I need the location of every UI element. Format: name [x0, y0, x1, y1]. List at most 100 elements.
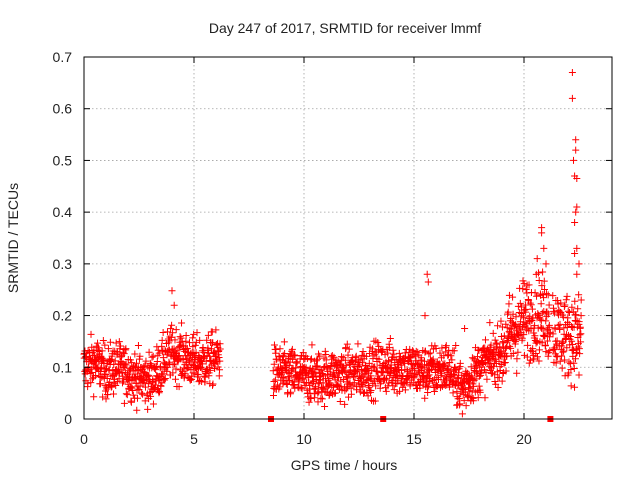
data-point: [501, 359, 509, 367]
data-point: [520, 331, 528, 339]
data-point: [285, 361, 293, 369]
data-point: [411, 352, 419, 360]
data-point: [534, 353, 542, 361]
data-point: [567, 332, 575, 340]
x-tick-label: 20: [516, 431, 532, 447]
data-point: [182, 332, 190, 340]
data-point: [270, 360, 278, 368]
data-point: [535, 276, 543, 284]
data-point: [535, 357, 543, 365]
data-point: [460, 397, 468, 405]
data-point: [475, 372, 483, 380]
data-point: [557, 352, 565, 360]
data-point: [396, 387, 404, 395]
data-point: [468, 372, 476, 380]
data-point: [196, 336, 204, 344]
data-point: [561, 301, 569, 309]
data-point: [177, 334, 185, 342]
data-point: [120, 350, 128, 358]
data-point: [545, 321, 553, 329]
data-point: [334, 382, 342, 390]
outlier-point: [421, 312, 429, 320]
data-point: [481, 336, 489, 344]
data-point: [486, 319, 494, 327]
data-point: [491, 355, 499, 363]
data-point: [129, 391, 137, 399]
data-point: [289, 355, 297, 363]
data-point: [186, 339, 194, 347]
data-point: [364, 392, 372, 400]
data-point: [152, 366, 160, 374]
data-point: [291, 384, 299, 392]
data-point: [303, 370, 311, 378]
data-point: [456, 359, 464, 367]
data-point: [120, 399, 128, 407]
data-point: [137, 389, 145, 397]
outlier-point: [575, 260, 583, 268]
data-point: [112, 339, 120, 347]
y-tick-label: 0.5: [53, 152, 73, 168]
data-point: [161, 376, 169, 384]
outlier-point: [571, 218, 579, 226]
data-point: [476, 388, 484, 396]
data-point: [532, 349, 540, 357]
data-point: [512, 313, 520, 321]
data-point: [438, 369, 446, 377]
data-point: [462, 402, 470, 410]
data-point: [438, 344, 446, 352]
data-point: [149, 352, 157, 360]
data-point: [163, 367, 171, 375]
data-point: [576, 323, 584, 331]
data-point: [576, 350, 584, 358]
data-point: [307, 356, 315, 364]
data-point: [563, 292, 571, 300]
data-point: [352, 352, 360, 360]
data-point: [153, 358, 161, 366]
data-point: [133, 394, 141, 402]
data-point: [481, 394, 489, 402]
data-point: [288, 345, 296, 353]
data-point: [407, 369, 415, 377]
data-point: [177, 341, 185, 349]
data-point: [577, 338, 585, 346]
data-point: [546, 347, 554, 355]
data-point: [564, 307, 572, 315]
data-point: [193, 329, 201, 337]
data-point: [127, 398, 135, 406]
data-point: [204, 331, 212, 339]
data-point: [159, 354, 167, 362]
data-point: [516, 299, 524, 307]
data-point: [88, 369, 96, 377]
data-point: [497, 347, 505, 355]
y-tick-label: 0.6: [53, 101, 73, 117]
data-point: [383, 375, 390, 383]
data-point: [545, 301, 553, 309]
y-tick-label: 0.7: [53, 49, 73, 65]
data-point: [175, 352, 183, 360]
data-point: [504, 308, 512, 316]
outlier-point: [170, 301, 178, 309]
data-point: [87, 379, 95, 387]
data-point: [537, 316, 545, 324]
data-point: [575, 291, 583, 299]
data-point: [531, 322, 539, 330]
outlier-point: [538, 224, 546, 232]
data-point: [385, 357, 393, 365]
data-point: [559, 348, 567, 356]
data-point: [350, 379, 358, 387]
data-point: [109, 371, 117, 379]
outlier-point: [533, 255, 541, 263]
data-point: [212, 326, 220, 334]
data-point: [563, 344, 571, 352]
data-point: [354, 340, 362, 348]
data-point: [280, 338, 288, 346]
data-point: [122, 345, 130, 353]
data-point: [565, 308, 573, 316]
data-point: [541, 341, 549, 349]
data-point: [451, 372, 459, 380]
data-point: [318, 395, 326, 403]
data-point: [529, 345, 537, 353]
data-point: [398, 361, 406, 369]
data-point: [149, 400, 157, 408]
data-point: [524, 324, 532, 332]
